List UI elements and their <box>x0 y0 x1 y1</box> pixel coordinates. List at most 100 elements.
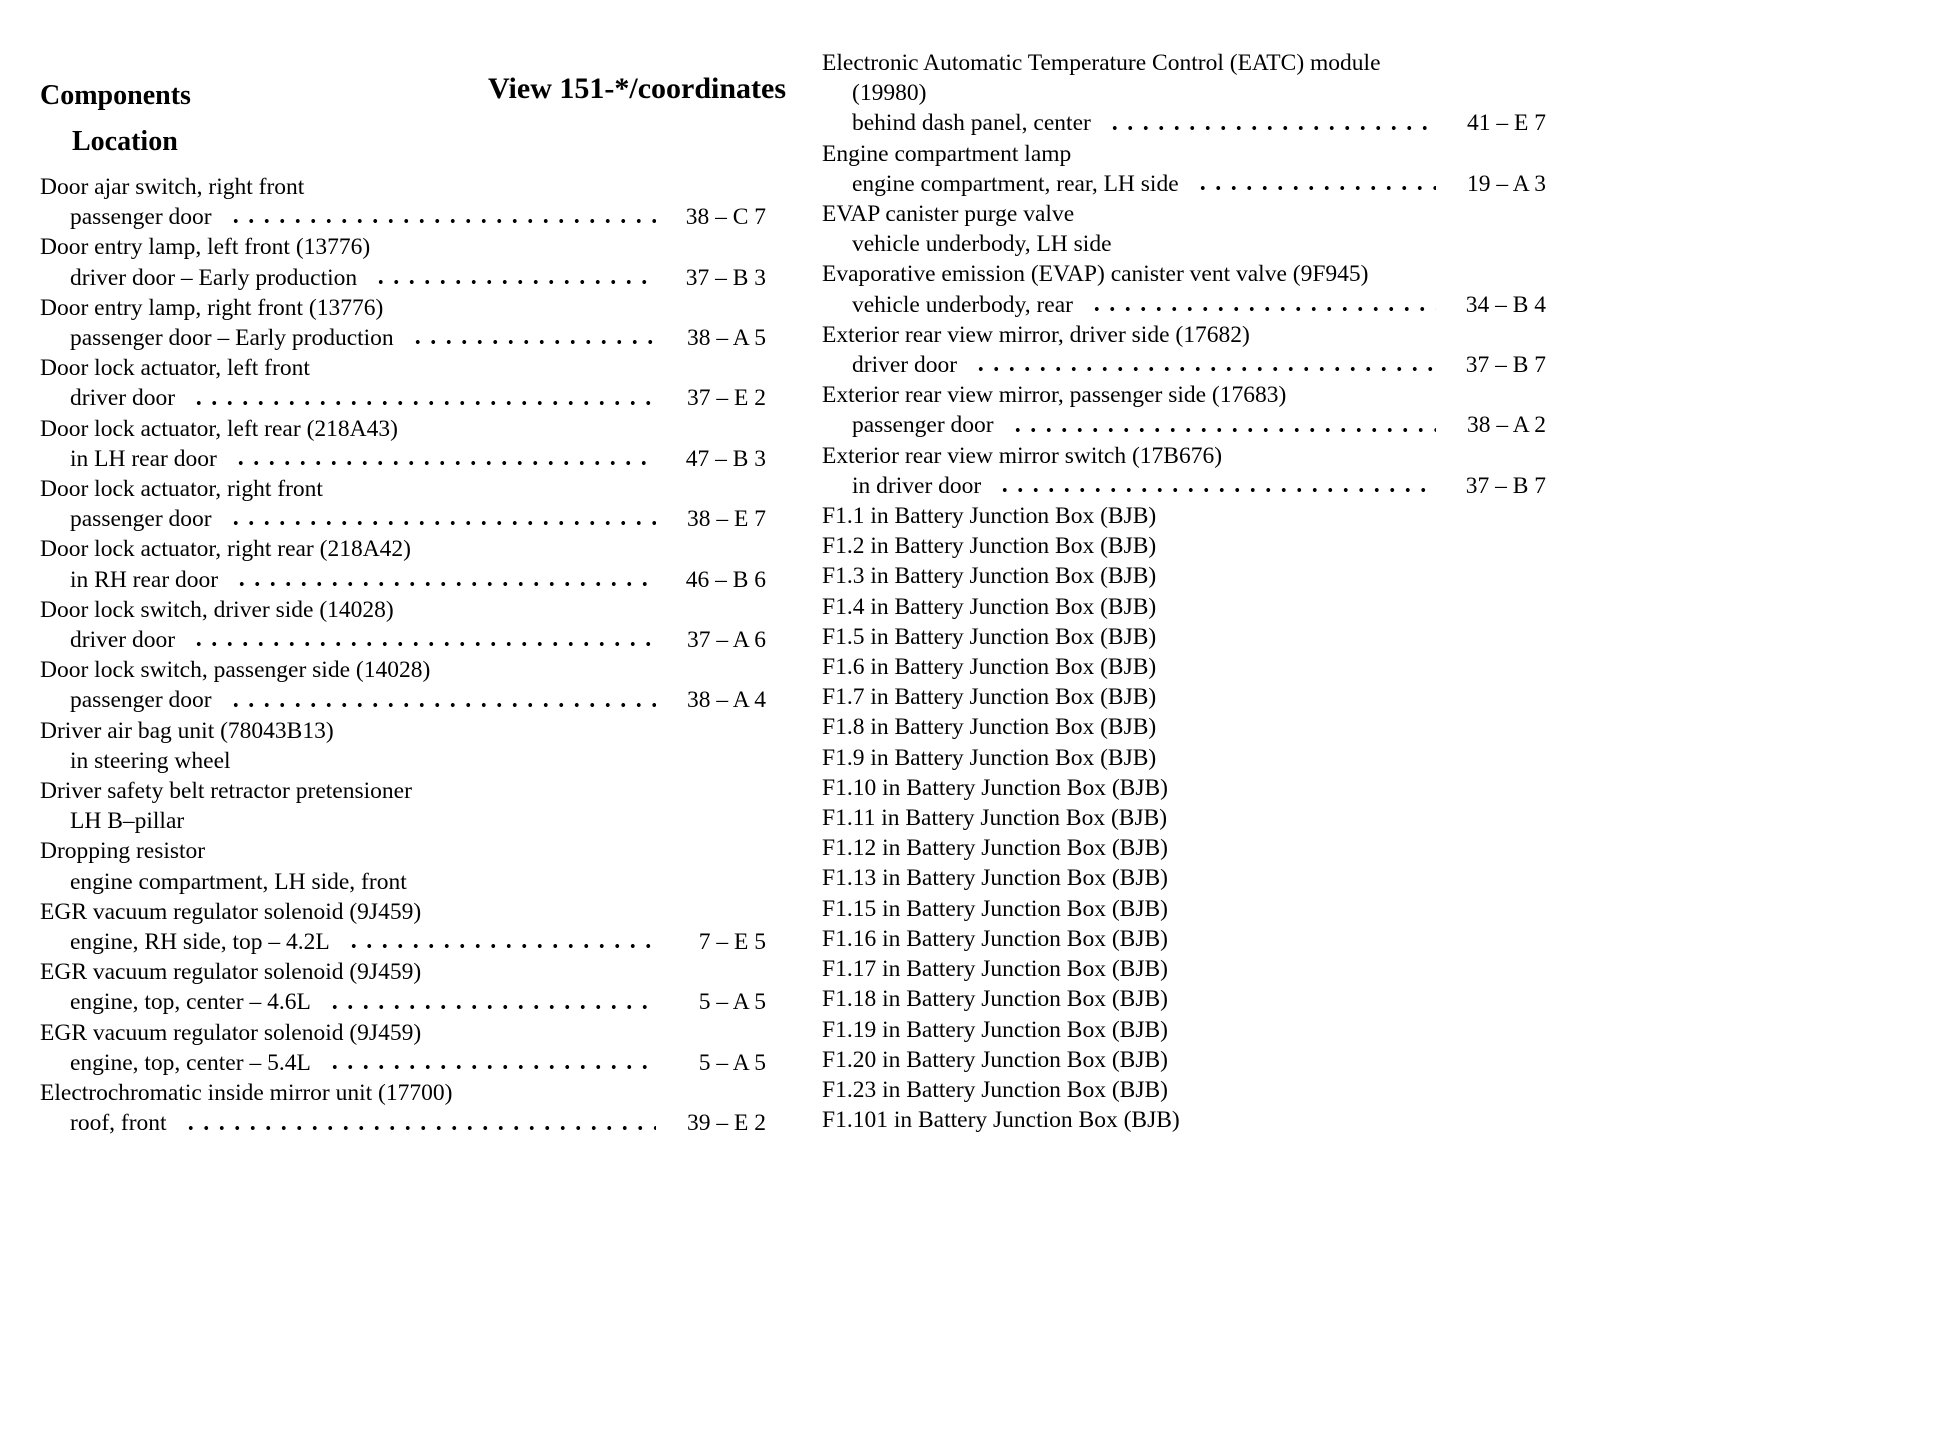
dot-leader <box>326 1002 656 1011</box>
dot-leader <box>973 365 1436 374</box>
grid-coordinate: 37 – B 3 <box>685 264 766 291</box>
component-entry: Driver air bag unit (78043B13) in steerin… <box>40 716 766 776</box>
grid-coordinate: 41 – E 7 <box>1467 110 1546 137</box>
component-entry: Engine compartment lamp engine compartmen… <box>822 139 1546 199</box>
component-entry: F1.13 in Battery Junction Box (BJB) <box>822 863 1546 893</box>
component-entry: Door ajar switch, right front passenger d… <box>40 172 766 232</box>
component-name: Engine compartment lamp <box>822 140 1072 167</box>
component-name: Exterior rear view mirror, driver side (… <box>822 321 1250 348</box>
component-name: Driver safety belt retractor pretensione… <box>40 778 412 805</box>
component-name: F1.10 in Battery Junction Box (BJB) <box>822 774 1168 801</box>
location-line: engine compartment, rear, LH side 19 – A … <box>822 169 1546 199</box>
location-line: vehicle underbody, rear 34 – B 4 <box>822 290 1546 320</box>
component-name: F1.20 in Battery Junction Box (BJB) <box>822 1046 1168 1073</box>
dot-leader <box>409 338 656 347</box>
view-title: View 151-*/coordinates <box>488 72 787 105</box>
dot-leader <box>997 486 1436 495</box>
component-entry: Door lock actuator, right front passenger… <box>40 474 766 534</box>
location-line: in steering wheel <box>40 746 766 776</box>
component-name: F1.8 in Battery Junction Box (BJB) <box>822 714 1157 741</box>
component-entry: Door lock switch, driver side (14028) dri… <box>40 595 766 655</box>
table-headings: Components Location <box>40 80 191 158</box>
component-entry: F1.15 in Battery Junction Box (BJB) <box>822 894 1546 924</box>
grid-coordinate: 38 – C 7 <box>685 204 766 231</box>
grid-coordinate: 19 – A 3 <box>1466 170 1546 197</box>
component-name: F1.15 in Battery Junction Box (BJB) <box>822 895 1168 922</box>
location-text: passenger door <box>70 506 212 533</box>
location-line: engine, RH side, top – 4.2L 7 – E 5 <box>40 927 766 957</box>
location-text: roof, front <box>70 1110 167 1137</box>
component-entry: Door entry lamp, right front (13776) pass… <box>40 293 766 353</box>
component-entry: F1.1 in Battery Junction Box (BJB) <box>822 501 1546 531</box>
component-name: Electrochromatic inside mirror unit (177… <box>40 1080 453 1107</box>
component-name-continued: (19980) <box>852 80 927 107</box>
grid-coordinate: 47 – B 3 <box>685 445 766 472</box>
location-text: driver door <box>852 352 958 379</box>
component-name: F1.23 in Battery Junction Box (BJB) <box>822 1076 1168 1103</box>
component-entry: Exterior rear view mirror, driver side (… <box>822 320 1546 380</box>
component-name: Door lock actuator, right front <box>40 476 323 503</box>
grid-coordinate: 5 – A 5 <box>698 989 766 1016</box>
component-entry: F1.3 in Battery Junction Box (BJB) <box>822 561 1546 591</box>
component-entry: Door lock switch, passenger side (14028)… <box>40 655 766 715</box>
location-line: passenger door – Early production 38 – A … <box>40 323 766 353</box>
component-entry: F1.12 in Battery Junction Box (BJB) <box>822 833 1546 863</box>
component-entry: F1.4 in Battery Junction Box (BJB) <box>822 592 1546 622</box>
grid-coordinate: 5 – A 5 <box>698 1049 766 1076</box>
grid-coordinate: 38 – A 5 <box>686 325 766 352</box>
location-text: in LH rear door <box>70 445 217 472</box>
component-name: F1.12 in Battery Junction Box (BJB) <box>822 835 1168 862</box>
component-name: F1.11 in Battery Junction Box (BJB) <box>822 805 1168 832</box>
component-name: Door ajar switch, right front <box>40 174 305 200</box>
component-entry: Electronic Automatic Temperature Control… <box>822 48 1546 139</box>
component-entry: EGR vacuum regulator solenoid (9J459) eng… <box>40 1018 766 1078</box>
component-name: Exterior rear view mirror switch (17B676… <box>822 442 1223 469</box>
component-name: F1.4 in Battery Junction Box (BJB) <box>822 593 1157 620</box>
grid-coordinate: 46 – B 6 <box>685 566 766 593</box>
location-text: driver door <box>70 385 176 412</box>
component-entry: EGR vacuum regulator solenoid (9J459) eng… <box>40 957 766 1017</box>
dot-leader <box>326 1063 656 1072</box>
location-text: LH B–pillar <box>70 808 185 835</box>
components-list-right-column: Electronic Automatic Temperature Control… <box>822 48 1546 1135</box>
component-entry: F1.10 in Battery Junction Box (BJB) <box>822 773 1546 803</box>
component-name: F1.5 in Battery Junction Box (BJB) <box>822 623 1157 650</box>
component-name: F1.2 in Battery Junction Box (BJB) <box>822 533 1157 560</box>
dot-leader <box>227 519 656 528</box>
component-name: EVAP canister purge valve <box>822 201 1075 228</box>
dot-leader <box>1009 425 1436 434</box>
component-name: F1.7 in Battery Junction Box (BJB) <box>822 684 1157 711</box>
component-name: EGR vacuum regulator solenoid (9J459) <box>40 1019 422 1046</box>
location-text: vehicle underbody, LH side <box>852 231 1112 258</box>
component-entry: F1.19 in Battery Junction Box (BJB) <box>822 1015 1546 1045</box>
component-name: EGR vacuum regulator solenoid (9J459) <box>40 959 422 986</box>
component-entry: F1.23 in Battery Junction Box (BJB) <box>822 1075 1546 1105</box>
component-name: F1.17 in Battery Junction Box (BJB) <box>822 956 1168 983</box>
component-name: Door entry lamp, left front (13776) <box>40 234 371 261</box>
component-name: F1.1 in Battery Junction Box (BJB) <box>822 503 1157 530</box>
location-line: roof, front 39 – E 2 <box>40 1108 766 1138</box>
grid-coordinate: 37 – B 7 <box>1465 352 1546 379</box>
component-name: F1.16 in Battery Junction Box (BJB) <box>822 925 1168 952</box>
dot-leader <box>1088 304 1436 313</box>
components-heading: Components <box>40 80 191 111</box>
dot-leader <box>232 459 656 468</box>
component-name: Door lock actuator, left rear (218A43) <box>40 415 398 442</box>
location-line: engine compartment, LH side, front <box>40 867 766 897</box>
component-name: F1.13 in Battery Junction Box (BJB) <box>822 865 1168 892</box>
dot-leader <box>1194 184 1436 193</box>
component-entry: F1.5 in Battery Junction Box (BJB) <box>822 622 1546 652</box>
grid-coordinate: 38 – A 4 <box>686 687 766 714</box>
location-line: engine, top, center – 5.4L 5 – A 5 <box>40 1048 766 1078</box>
location-text: vehicle underbody, rear <box>852 291 1073 318</box>
location-text: engine, RH side, top – 4.2L <box>70 929 330 956</box>
component-name: Electronic Automatic Temperature Control… <box>822 50 1381 76</box>
location-line: engine, top, center – 4.6L 5 – A 5 <box>40 987 766 1017</box>
component-name: F1.9 in Battery Junction Box (BJB) <box>822 744 1157 771</box>
component-name: Evaporative emission (EVAP) canister ven… <box>822 261 1369 288</box>
location-text: engine, top, center – 4.6L <box>70 989 311 1016</box>
grid-coordinate: 37 – B 7 <box>1465 472 1546 499</box>
component-name: Door lock switch, passenger side (14028) <box>40 657 431 684</box>
component-name: F1.101 in Battery Junction Box (BJB) <box>822 1107 1180 1134</box>
location-line: passenger door 38 – C 7 <box>40 202 766 232</box>
